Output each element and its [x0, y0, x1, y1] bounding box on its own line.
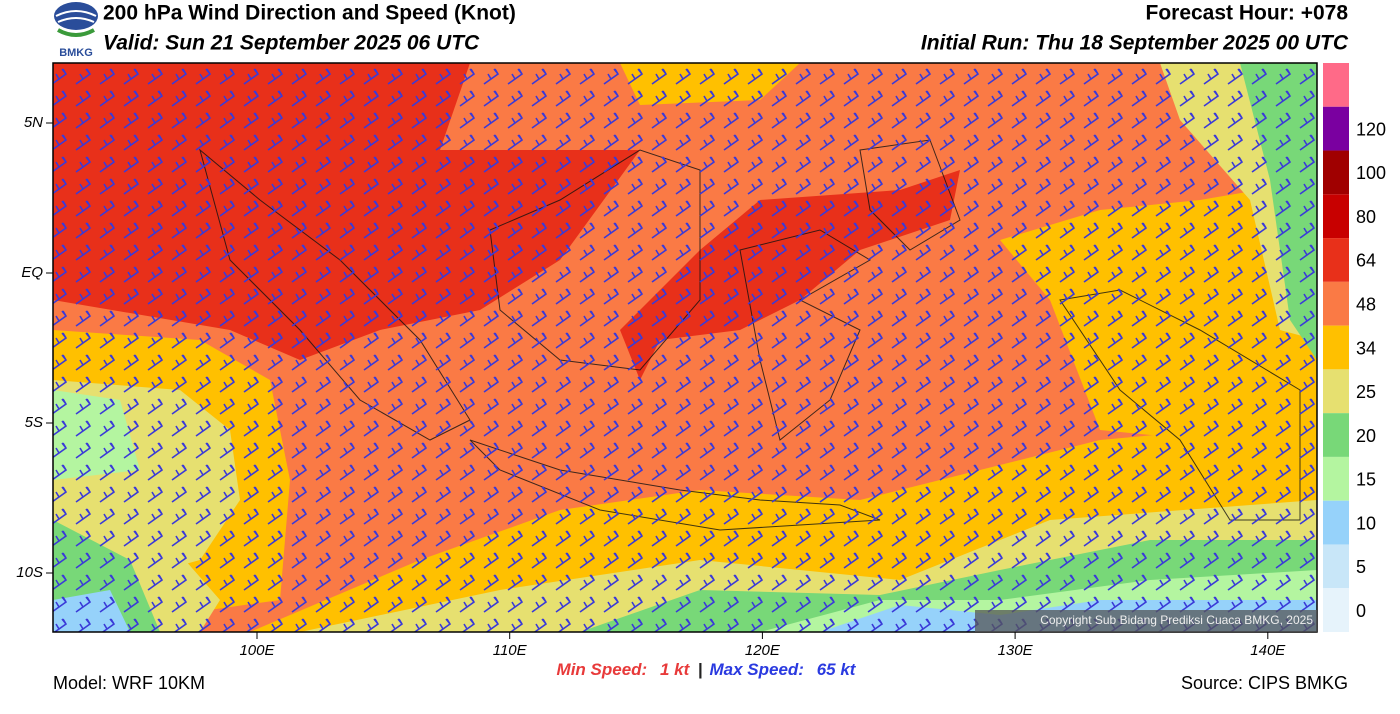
model-label: Model: WRF 10KM — [53, 673, 205, 693]
colorbar-segment — [1323, 588, 1349, 632]
lat-label: 10S — [16, 564, 43, 581]
colorbar-segment — [1323, 281, 1349, 326]
colorbar-label: 48 — [1356, 294, 1376, 314]
source-label: Source: CIPS BMKG — [1181, 673, 1348, 693]
map-frame — [52, 62, 1318, 633]
colorbar-segment — [1323, 238, 1349, 282]
lon-label: 110E — [493, 642, 528, 659]
copyright: Copyright Sub Bidang Prediksi Cuaca BMKG… — [1040, 613, 1313, 627]
min-value: 1 kt — [660, 660, 691, 679]
colorbar-segment — [1323, 150, 1349, 195]
separator: | — [698, 660, 703, 679]
lat-label: EQ — [21, 264, 43, 281]
lon-label: 120E — [745, 642, 781, 659]
colorbar-segment — [1323, 369, 1349, 414]
colorbar-segment — [1323, 544, 1349, 589]
colorbar-segment — [1323, 63, 1349, 107]
logo: BMKG — [54, 2, 98, 59]
colorbar-label: 120 — [1356, 119, 1386, 139]
lat-label: 5S — [25, 414, 43, 431]
colorbar-label: 100 — [1356, 163, 1386, 183]
axes: 5N EQ 5S 10S 100E 110E 120E 130E 140E — [16, 114, 1286, 659]
lon-label: 130E — [998, 642, 1034, 659]
colorbar-segment — [1323, 500, 1349, 545]
lon-label: 100E — [239, 642, 275, 659]
colorbar-segment — [1323, 194, 1349, 239]
lat-label: 5N — [24, 114, 43, 131]
colorbar-label: 64 — [1356, 251, 1376, 271]
colorbar-label: 5 — [1356, 557, 1366, 577]
initial-run: Initial Run: Thu 18 September 2025 00 UT… — [921, 32, 1349, 55]
colorbar-segment — [1323, 413, 1349, 457]
valid-time: Valid: Sun 21 September 2025 06 UTC — [103, 32, 480, 55]
forecast-hour: Forecast Hour: +078 — [1146, 2, 1349, 25]
colorbar-label: 0 — [1356, 601, 1366, 621]
speed-summary: Min Speed: 1 kt | Max Speed: 65 kt — [557, 660, 857, 679]
colorbar-label: 20 — [1356, 426, 1376, 446]
copyright-box — [975, 610, 1317, 632]
max-value: 65 kt — [817, 660, 857, 679]
min-label: Min Speed: — [557, 660, 648, 679]
colorbar: 0 5 10 15 20 25 34 48 64 80 100 120 — [1323, 63, 1386, 632]
map-field — [53, 63, 1317, 632]
colorbar-label: 10 — [1356, 513, 1376, 533]
colorbar-label: 80 — [1356, 207, 1376, 227]
logo-text: BMKG — [59, 47, 93, 59]
lon-label: 140E — [1250, 642, 1286, 659]
colorbar-segment — [1323, 325, 1349, 370]
colorbar-label: 34 — [1356, 338, 1376, 358]
title: 200 hPa Wind Direction and Speed (Knot) — [103, 2, 516, 25]
max-label: Max Speed: — [709, 660, 803, 679]
colorbar-label: 15 — [1356, 470, 1376, 490]
colorbar-segment — [1323, 106, 1349, 151]
colorbar-label: 25 — [1356, 382, 1376, 402]
colorbar-segment — [1323, 456, 1349, 501]
